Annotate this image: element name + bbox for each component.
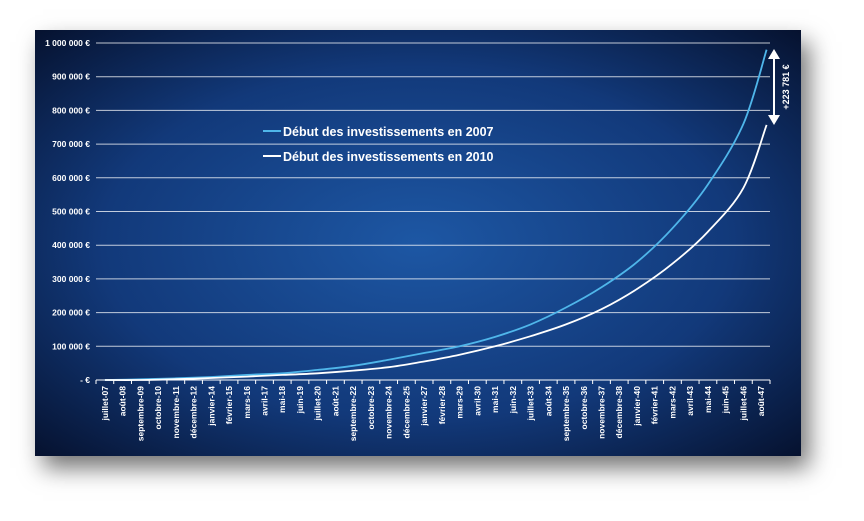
difference-label: +223 781 € [781, 64, 791, 109]
series-line-2010 [104, 124, 768, 381]
y-tick-label: 300 000 € [52, 274, 90, 284]
y-tick-label: 600 000 € [52, 173, 90, 183]
x-tick-label: décembre-12 [189, 386, 199, 439]
x-tick-label: juin-45 [721, 386, 731, 415]
x-tick-label: juillet-20 [313, 386, 323, 422]
x-tick-label: avril-30 [472, 386, 482, 416]
x-tick-label: avril-43 [685, 386, 695, 416]
y-axis-ticks: 1 000 000 € 900 000 € 800 000 € 700 000 € 60… [45, 38, 90, 385]
x-axis-ticks: juillet-07 août-08 septembre-09 octobre-10 n… [95, 380, 771, 442]
x-tick-label: août-47 [756, 386, 766, 417]
x-tick-label: octobre-36 [579, 386, 589, 430]
x-tick-label: février-15 [224, 386, 234, 425]
x-tick-label: novembre-11 [171, 386, 181, 439]
y-tick-label: 800 000 € [52, 105, 90, 115]
x-tick-label: septembre-35 [561, 386, 571, 442]
x-tick-label: décembre-25 [401, 386, 411, 439]
y-tick-label: 100 000 € [52, 341, 90, 351]
x-tick-label: mars-16 [242, 386, 252, 419]
x-tick-label: juillet-33 [526, 386, 536, 422]
y-tick-label: - € [80, 375, 90, 385]
x-tick-label: décembre-38 [614, 386, 624, 439]
y-tick-label: 400 000 € [52, 240, 90, 250]
x-tick-label: août-34 [543, 386, 553, 417]
x-tick-label: avril-17 [260, 386, 270, 416]
x-tick-label: août-08 [118, 386, 128, 417]
series-lines [104, 49, 768, 381]
legend: Début des investissements en 2007 Début … [263, 125, 494, 164]
difference-arrow-head-bottom [768, 115, 780, 125]
y-tick-label: 700 000 € [52, 139, 90, 149]
x-tick-label: mai-18 [277, 386, 287, 413]
x-tick-label: octobre-23 [366, 386, 376, 430]
gridlines [96, 42, 770, 347]
y-tick-label: 500 000 € [52, 207, 90, 217]
x-tick-label: septembre-09 [135, 386, 145, 442]
x-tick-label: juin-19 [295, 386, 305, 415]
x-tick-label: mai-44 [703, 386, 713, 413]
x-tick-label: novembre-24 [384, 386, 394, 439]
difference-arrow-head-top [768, 49, 780, 59]
legend-label-2007: Début des investissements en 2007 [283, 125, 494, 139]
x-tick-label: mars-42 [667, 386, 677, 419]
x-tick-label: février-28 [437, 386, 447, 425]
line-chart: 1 000 000 € 900 000 € 800 000 € 700 000 € 60… [35, 30, 801, 456]
x-tick-label: janvier-14 [206, 386, 216, 427]
x-tick-label: juin-32 [508, 386, 518, 415]
difference-annotation: +223 781 € [768, 49, 791, 125]
x-tick-label: février-41 [650, 386, 660, 425]
x-tick-label: octobre-10 [153, 386, 163, 430]
x-tick-label: janvier-40 [632, 386, 642, 427]
x-tick-label: juillet-07 [100, 386, 110, 422]
chart-background [35, 30, 801, 456]
x-tick-label: janvier-27 [419, 386, 429, 427]
x-tick-label: mai-31 [490, 386, 500, 413]
chart-frame: 1 000 000 € 900 000 € 800 000 € 700 000 € 60… [35, 30, 801, 456]
y-tick-label: 200 000 € [52, 308, 90, 318]
series-line-2007 [104, 49, 768, 381]
y-tick-label: 1 000 000 € [45, 38, 90, 48]
x-tick-label: novembre-37 [597, 386, 607, 439]
x-tick-label: mars-29 [455, 386, 465, 419]
y-tick-label: 900 000 € [52, 72, 90, 82]
x-tick-label: septembre-22 [348, 386, 358, 442]
x-tick-label: août-21 [330, 386, 340, 417]
legend-label-2010: Début des investissements en 2010 [283, 150, 494, 164]
x-tick-label: juillet-46 [738, 386, 748, 422]
